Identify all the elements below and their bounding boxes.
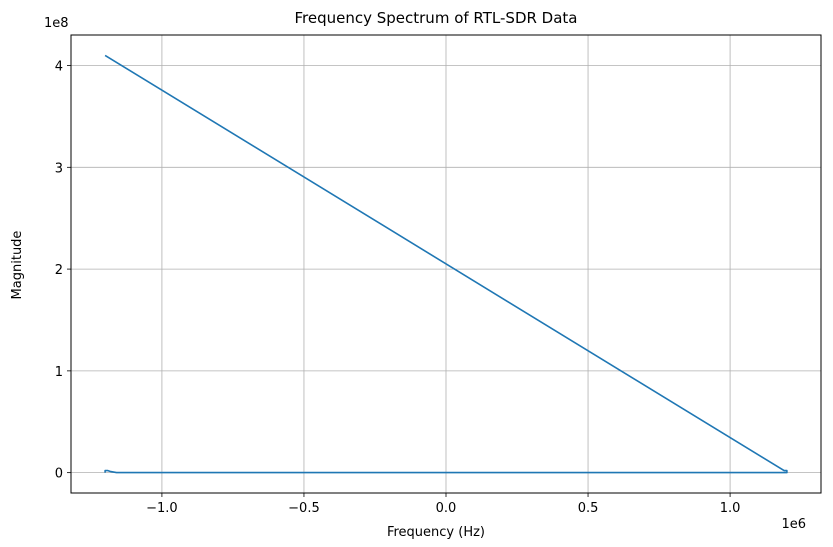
x-tick-label: 1.0 [720,501,741,516]
chart-title: Frequency Spectrum of RTL-SDR Data [294,9,577,27]
x-axis-label: Frequency (Hz) [387,525,485,540]
x-tick-label: 0.5 [578,501,599,516]
y-axis: 0 1 2 3 4 [55,60,71,482]
y-tick-label: 1 [55,365,63,380]
y-axis-label: Magnitude [10,231,25,300]
plot-area [104,54,788,474]
y-tick-label: 3 [55,161,63,176]
y-tick-label: 4 [55,60,63,75]
x-axis-offset-label: 1e6 [781,517,806,532]
y-tick-label: 0 [55,467,63,482]
x-tick-label: −0.5 [288,501,320,516]
y-tick-label: 2 [55,263,63,278]
x-tick-label: 0.0 [436,501,457,516]
x-tick-label: −1.0 [146,501,178,516]
series-line [104,54,788,474]
x-axis: −1.0 −0.5 0.0 0.5 1.0 [146,493,740,516]
y-axis-offset-label: 1e8 [44,16,69,31]
